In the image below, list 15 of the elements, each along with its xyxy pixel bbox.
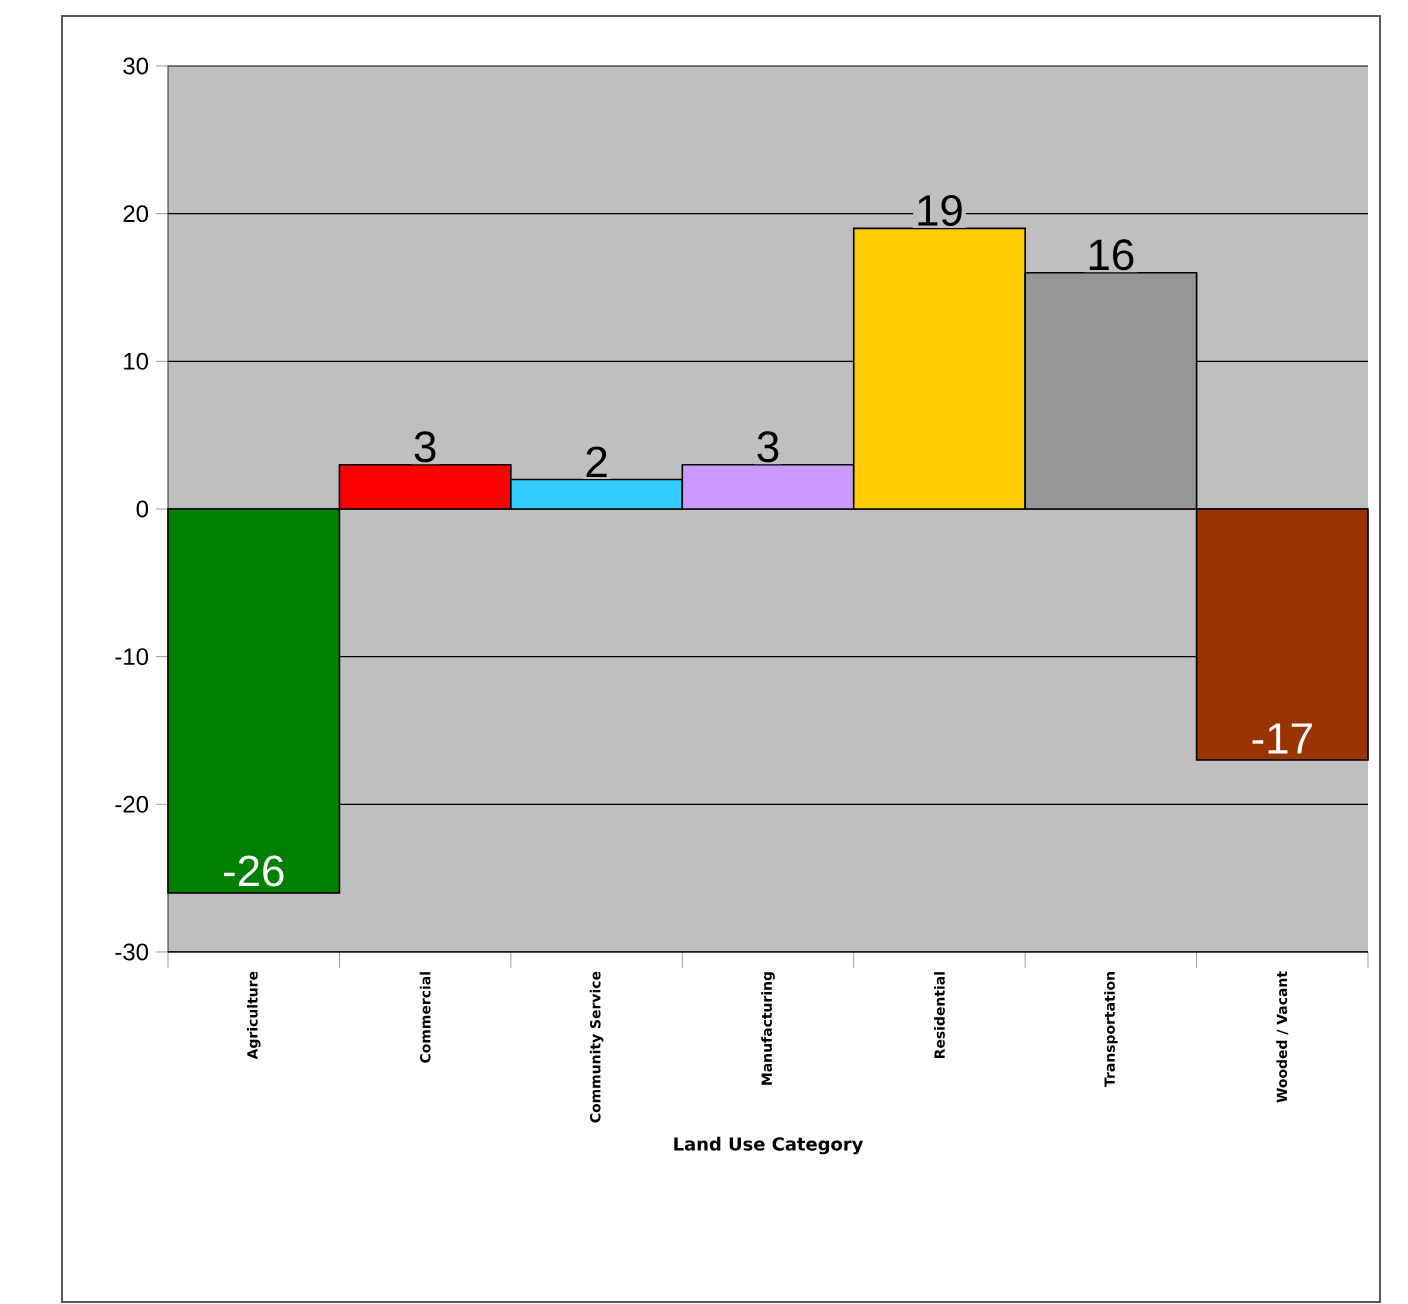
data-label: -17 <box>1252 723 1312 754</box>
y-tick-label: 20 <box>123 205 149 223</box>
y-tick-label: 0 <box>136 500 149 518</box>
data-label: 3 <box>757 431 779 463</box>
y-tick-label: -20 <box>115 795 149 813</box>
y-tick-label: 30 <box>123 57 149 75</box>
data-label: 2 <box>586 446 607 478</box>
data-label: 3 <box>414 431 436 463</box>
y-tick-label: 10 <box>124 352 149 370</box>
x-axis-title: Land Use Category <box>674 1136 864 1155</box>
data-label: -26 <box>223 855 284 887</box>
data-label: 16 <box>1089 239 1134 271</box>
y-tick-label: -10 <box>115 648 149 666</box>
y-tick-label: -30 <box>115 943 149 961</box>
data-label: 19 <box>918 194 962 227</box>
